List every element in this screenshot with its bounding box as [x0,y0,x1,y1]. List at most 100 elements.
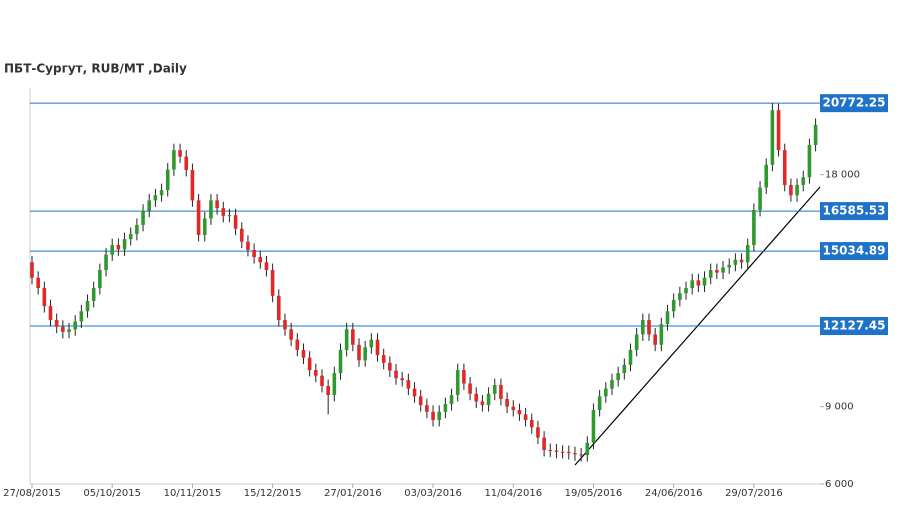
candle-body [375,339,380,356]
candle-body [573,453,577,455]
candle-body [246,241,250,250]
candle-body [79,311,84,322]
candle-body [560,451,565,453]
candle-body [752,209,756,246]
candle-body [566,452,571,454]
candle-body [492,385,497,394]
candle-body [647,320,651,335]
candle-body [721,267,725,273]
candle-body [196,200,201,235]
level-label: 16585.53 [822,204,885,218]
candle-body [190,169,195,201]
level-label: 20772.25 [822,96,885,110]
candle-body [233,215,238,229]
candle-body [634,334,639,350]
candle-body [425,405,429,412]
candle-body [61,326,65,332]
candle-body [511,406,516,411]
candle-body [505,398,509,407]
candle-body [733,259,738,265]
candle-body [696,280,701,286]
candle-body [548,449,553,451]
candle-body [455,370,460,396]
candle-body [474,393,479,402]
candle-body [462,370,466,384]
candle-body [468,383,472,394]
candle-body [776,110,781,151]
candle-body [579,454,583,456]
candle-body [283,320,287,330]
candle-body [147,200,152,211]
candle-body [301,349,306,358]
candle-body [91,288,96,301]
candle-body [332,373,337,396]
candle-body [36,277,40,289]
candle-body [42,288,47,307]
candle-body [320,375,324,387]
candle-body [653,334,657,345]
candle-body [813,124,818,145]
candle-body [443,404,448,412]
candle-body [394,370,398,379]
candle-body [141,210,145,225]
candle-body [604,388,608,397]
candle-body [437,411,442,421]
candle-body [369,339,374,348]
chart-title: ПБТ-Сургут, RUB/MT ,Daily [4,62,187,76]
candle-body [363,347,367,361]
candle-body [227,215,232,217]
candle-body [671,299,676,312]
candle-body [764,164,769,188]
candle-body [758,187,762,210]
candle-body [628,349,633,365]
level-label: 12127.45 [822,319,885,333]
candle-body [739,259,744,263]
x-tick-label: 11/04/2016 [484,488,542,499]
candle-body [418,396,423,406]
candle-body [585,442,590,456]
candle-body [338,349,343,374]
candle-body [622,364,627,374]
candle-body [449,395,454,405]
y-tick-label: 9 000 [825,402,854,413]
candle-body [641,320,645,335]
y-tick-label: 18 000 [825,170,860,181]
candle-body [54,320,59,327]
candle-body [616,373,620,381]
candle-body [536,427,540,438]
x-tick-label: 15/12/2015 [244,488,302,499]
candle-body [745,245,750,263]
candle-body [67,329,71,332]
level-label: 15034.89 [822,244,885,258]
x-tick-label: 19/05/2016 [565,488,623,499]
level-label-box [820,317,888,336]
candle-body [289,329,293,340]
level-label-box [820,242,888,261]
candle-body [258,257,263,263]
candle-body [554,450,559,452]
candle-body [264,262,269,271]
candle-body [98,270,102,289]
candle-body [782,150,787,185]
candle-body [801,177,806,185]
candle-body [314,370,318,376]
candle-body [344,329,349,350]
candle-body [110,245,115,255]
candle-body [807,144,812,178]
candle-body [202,218,207,235]
candle-body [277,295,281,321]
candle-body [270,270,275,296]
candle-body [486,393,491,406]
candle-body [128,233,133,240]
candle-body [480,401,485,406]
candle-body [122,239,127,250]
level-label-box [820,94,888,113]
candle-body [135,224,139,234]
candle-body [357,344,361,361]
candle-body [678,293,682,300]
candle-body [172,150,176,170]
candle-body [727,264,732,268]
candle-body [517,410,522,415]
candle-body [529,420,534,428]
